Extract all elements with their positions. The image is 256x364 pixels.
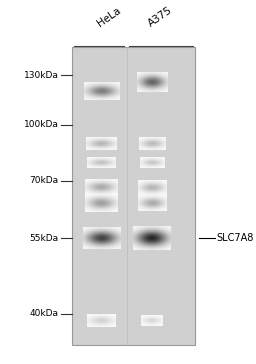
Text: 70kDa: 70kDa <box>29 176 59 185</box>
Text: HeLa: HeLa <box>96 5 123 28</box>
Text: SLC7A8: SLC7A8 <box>217 233 254 243</box>
Text: 100kDa: 100kDa <box>24 120 59 129</box>
Text: 130kDa: 130kDa <box>24 71 59 80</box>
Text: 40kDa: 40kDa <box>29 309 59 318</box>
Text: 55kDa: 55kDa <box>29 234 59 243</box>
Bar <box>72 47 195 345</box>
Text: A375: A375 <box>146 4 174 28</box>
